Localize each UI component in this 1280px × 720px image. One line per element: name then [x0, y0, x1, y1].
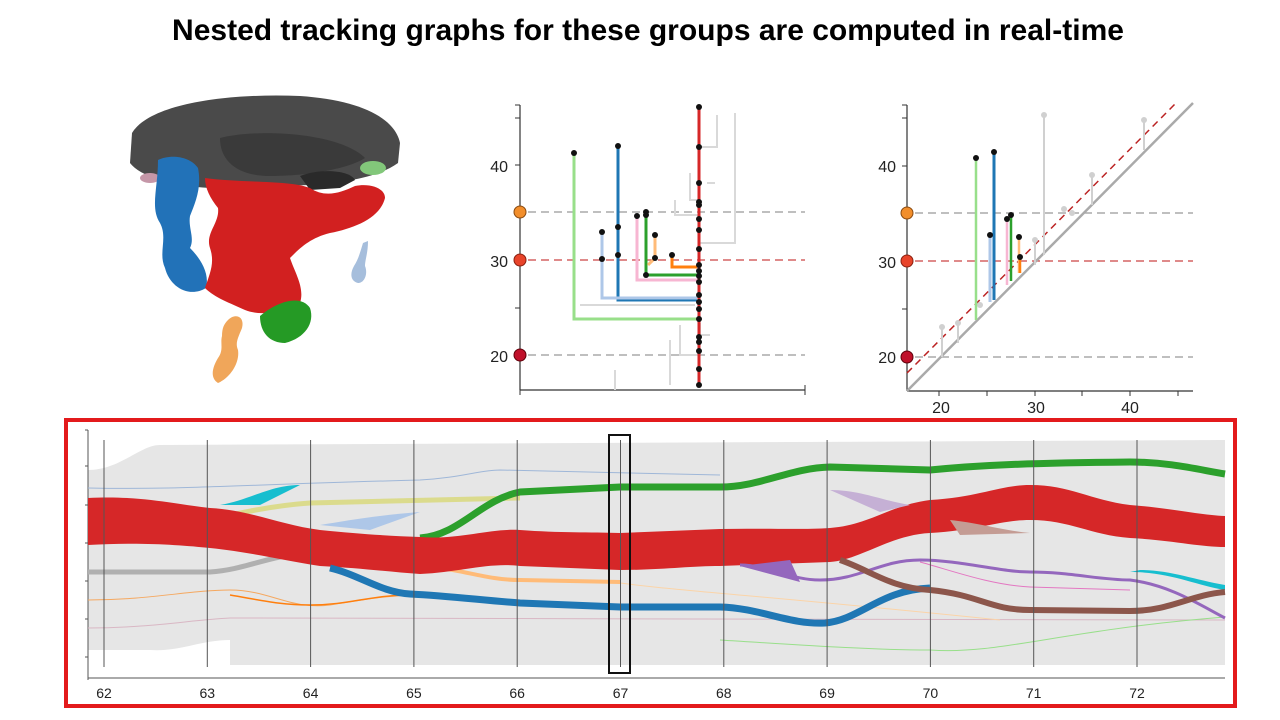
- x-tick-70: 70: [922, 685, 939, 701]
- x-tick-69: 69: [819, 685, 835, 701]
- x-tick-65: 65: [406, 685, 422, 701]
- blue-segment: [154, 156, 207, 292]
- threshold-20-handle[interactable]: [900, 350, 914, 364]
- brown-track: [839, 557, 1226, 615]
- merge-tree-chart: 40 30 20: [470, 95, 820, 405]
- y-tick-30: 30: [878, 255, 896, 272]
- x-tick-62: 62: [96, 685, 112, 701]
- slide-title: Nested tracking graphs for these groups …: [172, 14, 1124, 47]
- x-tick-68: 68: [716, 685, 732, 701]
- pink-segment: [140, 173, 160, 183]
- y-tick-20: 20: [878, 350, 896, 367]
- x-tick-40: 40: [1121, 400, 1139, 417]
- segmentation-render: [110, 88, 420, 398]
- light-green-segment: [360, 161, 386, 175]
- y-tick-40: 40: [490, 159, 508, 176]
- x-tick-20: 20: [932, 400, 950, 417]
- threshold-30-handle[interactable]: [513, 253, 527, 267]
- y-tick-40: 40: [878, 159, 896, 176]
- green-track: [419, 458, 1226, 542]
- threshold-diagonal: [906, 100, 1179, 374]
- green-segment: [260, 300, 312, 343]
- red-segment: [205, 178, 385, 314]
- x-tick-64: 64: [302, 685, 319, 701]
- nested-tracking-graph: 62 63 64 65 66 67 68 69 70 71 72: [64, 418, 1237, 708]
- blue-track: [329, 564, 931, 627]
- x-tick-71: 71: [1025, 685, 1042, 701]
- y-tick-20: 20: [490, 349, 508, 366]
- red-track: [88, 485, 1225, 574]
- y-tick-30: 30: [490, 254, 508, 271]
- orange-segment: [212, 316, 243, 383]
- x-tick-67: 67: [612, 685, 629, 701]
- threshold-30-handle[interactable]: [900, 254, 914, 268]
- threshold-20-handle[interactable]: [513, 348, 527, 362]
- light-blue-segment: [351, 241, 368, 283]
- persistence-diagram-chart: 40 30 20 20 30 40: [860, 95, 1200, 420]
- threshold-35-handle[interactable]: [900, 206, 914, 220]
- x-tick-72: 72: [1129, 685, 1145, 701]
- x-tick-30: 30: [1027, 400, 1045, 417]
- diagonal: [906, 102, 1194, 392]
- threshold-35-handle[interactable]: [513, 205, 527, 219]
- x-tick-66: 66: [509, 685, 525, 701]
- x-tick-63: 63: [199, 685, 216, 701]
- selected-timestep-box[interactable]: [608, 434, 631, 674]
